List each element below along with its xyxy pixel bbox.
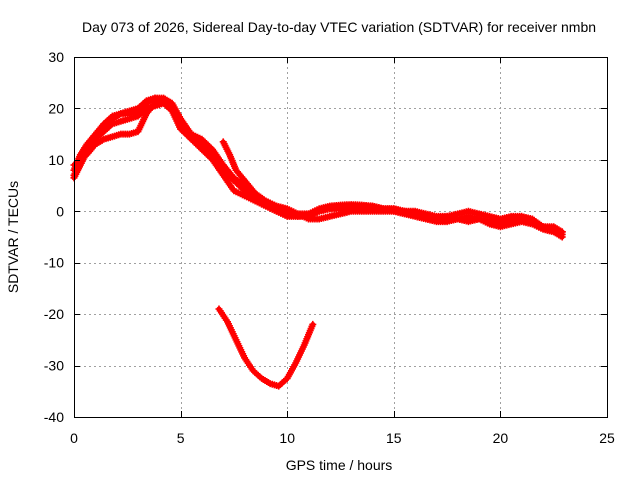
- y-tick-label: 0: [56, 203, 64, 219]
- data-point: [186, 134, 194, 142]
- data-point: [558, 233, 566, 241]
- x-tick-label: 20: [493, 430, 509, 446]
- chart-title: Day 073 of 2026, Sidereal Day-to-day VTE…: [82, 19, 596, 35]
- y-tick-label: -30: [44, 358, 64, 374]
- y-tick-label: 30: [48, 49, 64, 65]
- axis-ticks: 0 5 10 15 20 25 30 20 10 0 -10 -20 -30 -40: [44, 49, 615, 446]
- x-tick-label: 5: [177, 430, 185, 446]
- x-tick-label: 0: [70, 430, 78, 446]
- data-layer: [70, 94, 566, 390]
- x-tick-label: 25: [599, 430, 615, 446]
- x-tick-label: 15: [386, 430, 402, 446]
- y-tick-label: 20: [48, 100, 64, 116]
- data-point: [249, 187, 257, 195]
- x-axis-label: GPS time / hours: [286, 457, 393, 473]
- x-tick-label: 10: [279, 430, 295, 446]
- y-tick-label: -10: [44, 255, 64, 271]
- y-axis-label: SDTVAR / TECUs: [5, 181, 21, 293]
- plot-frame: [74, 57, 608, 418]
- y-tick-label: -40: [44, 409, 64, 425]
- y-tick-label: 10: [48, 152, 64, 168]
- y-tick-label: -20: [44, 306, 64, 322]
- data-point: [309, 320, 317, 328]
